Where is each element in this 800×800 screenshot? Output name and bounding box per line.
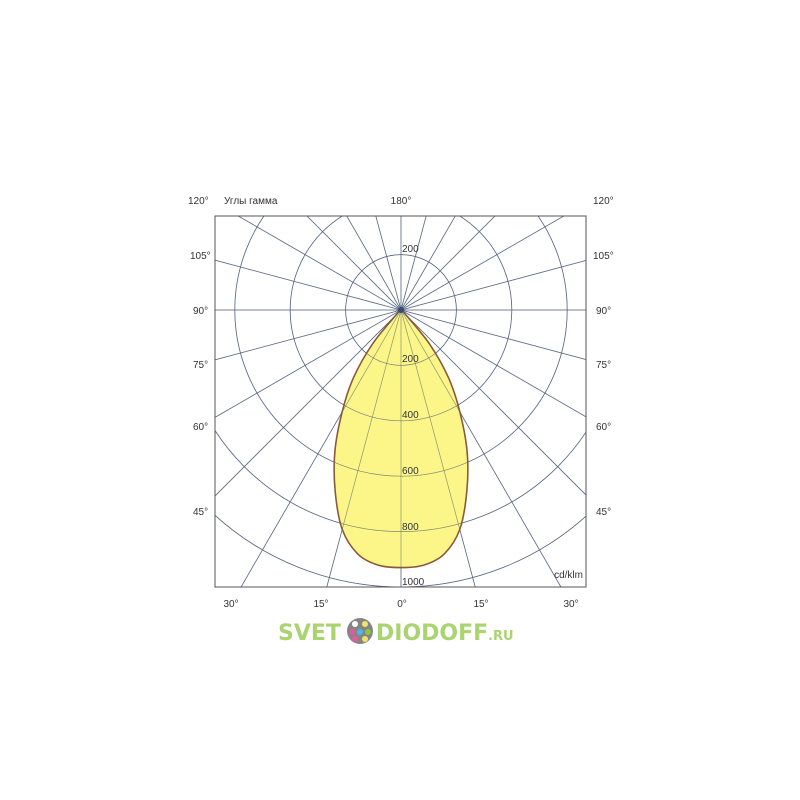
grid-spoke-overlay bbox=[306, 216, 402, 311]
unit-label: cd/klm bbox=[554, 570, 583, 581]
grid-spoke-overlay bbox=[400, 260, 586, 311]
chart-frame bbox=[214, 215, 587, 588]
chart-title: Углы гамма bbox=[224, 196, 278, 207]
angle-label-bottom: 30° bbox=[223, 599, 238, 610]
angle-label-bottom: 30° bbox=[563, 599, 578, 610]
watermark-text-right: DIODOFF bbox=[376, 621, 488, 646]
grid-spoke-overlay bbox=[400, 309, 586, 418]
led-dots-icon bbox=[347, 618, 373, 644]
angle-label-left: 105° bbox=[190, 251, 211, 262]
grid-spoke-overlay bbox=[215, 309, 402, 361]
grid-spoke-overlay bbox=[215, 259, 402, 311]
angle-label-left: 45° bbox=[193, 507, 208, 518]
grid-spoke bbox=[400, 216, 427, 311]
ring-label: 1000 bbox=[402, 577, 425, 588]
grid-spoke-overlay bbox=[237, 216, 402, 311]
grid-spoke-overlay bbox=[215, 309, 402, 497]
ring-label: 800 bbox=[402, 522, 419, 533]
ring-label: 200 bbox=[402, 354, 419, 365]
grid-spoke-overlay bbox=[240, 309, 402, 587]
angle-label-right: 60° bbox=[596, 422, 611, 433]
angle-label-right: 45° bbox=[596, 507, 611, 518]
angle-label-left: 90° bbox=[193, 306, 208, 317]
grid-spoke-overlay bbox=[400, 309, 562, 587]
grid-spoke-overlay bbox=[400, 309, 586, 360]
angle-label-bottom: 0° bbox=[397, 599, 407, 610]
grid-spoke-overlay bbox=[215, 309, 402, 418]
watermark-suffix: .RU bbox=[488, 629, 514, 644]
angle-label-left: 75° bbox=[193, 360, 208, 371]
grid-spoke-overlay bbox=[400, 216, 565, 311]
angle-label-bottom: 15° bbox=[473, 599, 488, 610]
ring-label: 400 bbox=[402, 410, 419, 421]
angle-label-top: 180° bbox=[391, 196, 412, 207]
intensity-curve bbox=[215, 216, 586, 587]
angle-label-right: 75° bbox=[596, 360, 611, 371]
grid-spoke-overlay bbox=[400, 216, 456, 311]
angle-label-bottom: 15° bbox=[313, 599, 328, 610]
grid-spoke-overlay bbox=[375, 216, 402, 311]
ring-label: 600 bbox=[402, 466, 419, 477]
angle-label-right: 90° bbox=[596, 306, 611, 317]
angle-label-top-left: 120° bbox=[188, 196, 209, 207]
grid-spoke-overlay bbox=[346, 216, 402, 311]
grid-spoke-overlay bbox=[326, 309, 402, 587]
center-point bbox=[398, 307, 404, 313]
watermark-logo: SVET DIODOFF .RU bbox=[278, 618, 514, 646]
grid-spoke-overlay bbox=[400, 216, 427, 311]
grid-spoke-overlay bbox=[400, 309, 476, 587]
ring-label: 200 bbox=[402, 244, 419, 255]
angle-label-top-right: 120° bbox=[593, 196, 614, 207]
angle-label-right: 105° bbox=[593, 251, 614, 262]
watermark-text-left: SVET bbox=[278, 621, 341, 646]
grid-spoke bbox=[375, 216, 402, 311]
angle-label-left: 60° bbox=[193, 422, 208, 433]
grid-spoke-overlay bbox=[400, 309, 586, 496]
grid-spoke-overlay bbox=[400, 216, 496, 311]
